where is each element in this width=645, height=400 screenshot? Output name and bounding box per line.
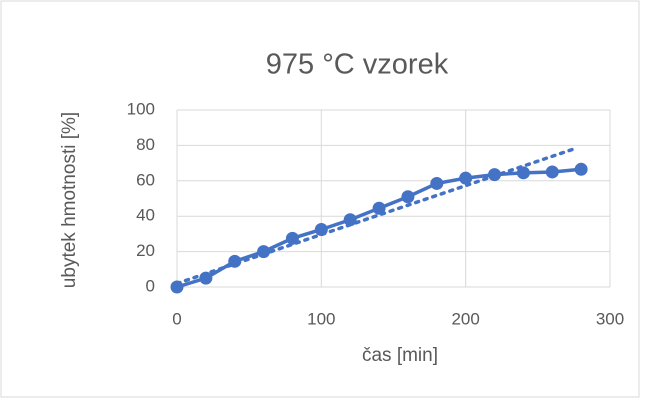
data-point xyxy=(430,176,444,190)
data-point xyxy=(545,165,559,179)
x-tick-label: 100 xyxy=(307,309,335,328)
y-axis-label: ubytek hmotnosti [%] xyxy=(59,112,80,288)
y-tick-label: 40 xyxy=(136,206,155,225)
chart-title: 975 °C vzorek xyxy=(266,49,449,81)
data-point xyxy=(343,213,357,227)
y-tick-label: 60 xyxy=(136,170,155,189)
data-point xyxy=(516,166,530,180)
data-point xyxy=(574,162,588,176)
x-tick-label: 300 xyxy=(596,309,624,328)
x-tick-label: 0 xyxy=(172,309,181,328)
trendline xyxy=(175,147,576,286)
x-axis-label: čas [min] xyxy=(362,345,438,366)
y-tick-label: 100 xyxy=(127,99,155,118)
y-tick-label: 80 xyxy=(136,135,155,154)
data-point xyxy=(372,201,386,215)
data-point xyxy=(459,171,473,185)
y-tick-label: 20 xyxy=(136,241,155,260)
x-tick-label: 200 xyxy=(451,309,479,328)
data-point xyxy=(257,245,271,259)
y-tick-label: 0 xyxy=(146,276,155,295)
data-point xyxy=(401,190,415,204)
